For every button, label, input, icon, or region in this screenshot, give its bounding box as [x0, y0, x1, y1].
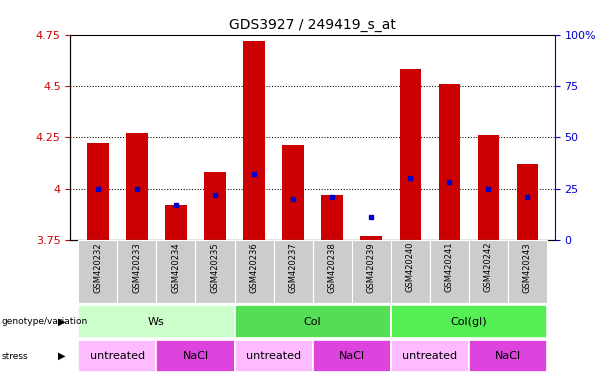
- Text: Col(gl): Col(gl): [451, 316, 487, 327]
- Text: stress: stress: [2, 352, 28, 361]
- Text: GSM420232: GSM420232: [93, 242, 102, 293]
- Text: untreated: untreated: [246, 351, 301, 361]
- Bar: [321, 195, 343, 240]
- Text: Col: Col: [304, 316, 321, 327]
- Text: GSM420240: GSM420240: [406, 242, 415, 292]
- Bar: [478, 135, 499, 240]
- Title: GDS3927 / 249419_s_at: GDS3927 / 249419_s_at: [229, 18, 396, 32]
- Text: untreated: untreated: [89, 351, 145, 361]
- Text: untreated: untreated: [402, 351, 457, 361]
- Text: ▶: ▶: [58, 351, 65, 361]
- Bar: [204, 172, 226, 240]
- Bar: [438, 84, 460, 240]
- Text: NaCl: NaCl: [183, 351, 208, 361]
- Bar: [517, 164, 538, 240]
- Text: genotype/variation: genotype/variation: [2, 317, 88, 326]
- Bar: [87, 144, 109, 240]
- Text: NaCl: NaCl: [338, 351, 365, 361]
- Bar: [165, 205, 187, 240]
- Bar: [400, 70, 421, 240]
- Text: GSM420237: GSM420237: [289, 242, 297, 293]
- Text: GSM420234: GSM420234: [172, 242, 180, 293]
- Text: Ws: Ws: [148, 316, 165, 327]
- Text: GSM420239: GSM420239: [367, 242, 376, 293]
- Text: GSM420233: GSM420233: [132, 242, 142, 293]
- Text: GSM420238: GSM420238: [328, 242, 337, 293]
- Bar: [360, 236, 382, 240]
- Text: GSM420243: GSM420243: [523, 242, 532, 293]
- Text: ▶: ▶: [58, 316, 65, 327]
- Text: NaCl: NaCl: [495, 351, 521, 361]
- Text: GSM420235: GSM420235: [210, 242, 219, 293]
- Text: GSM420236: GSM420236: [249, 242, 259, 293]
- Bar: [283, 146, 304, 240]
- Text: GSM420241: GSM420241: [445, 242, 454, 292]
- Bar: [243, 41, 265, 240]
- Text: GSM420242: GSM420242: [484, 242, 493, 292]
- Bar: [126, 133, 148, 240]
